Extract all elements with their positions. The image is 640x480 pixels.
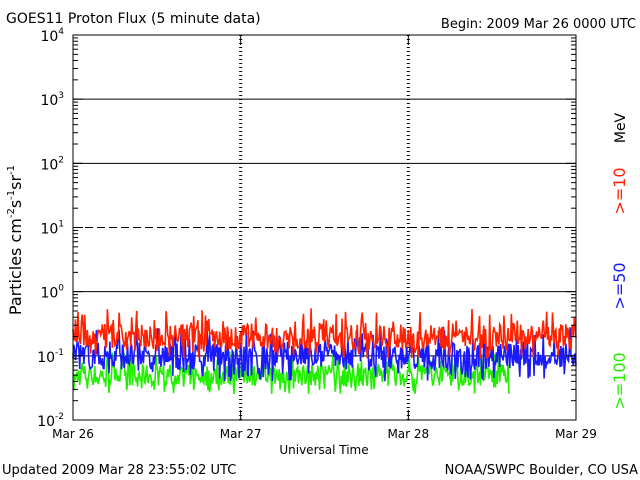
y-tick-label: 104 [40, 27, 64, 45]
y-axis-label: Particles cm-2s-1sr-1 [6, 165, 25, 315]
y-tick-exponent: 2 [58, 155, 64, 165]
y-tick-label: 10-1 [37, 348, 64, 366]
y-tick-label: 103 [40, 91, 64, 109]
updated-time: Updated 2009 Mar 28 23:55:02 UTC [2, 463, 236, 478]
chart-title: GOES11 Proton Flux (5 minute data) [6, 11, 261, 27]
y-tick-label: 10-2 [37, 412, 64, 430]
legend-series-50: >=50 [610, 262, 629, 309]
y-axis-label-part: sr [6, 175, 25, 190]
x-axis-label: Universal Time [279, 443, 368, 457]
x-tick-label: Mar 29 [555, 427, 597, 441]
y-axis-label-part: -1 [6, 190, 17, 200]
y-tick-exponent: 3 [58, 91, 64, 101]
y-tick-label: 100 [40, 284, 64, 302]
y-tick-exponent: 0 [58, 284, 64, 294]
y-tick-base: 10 [40, 93, 58, 109]
series-layer [72, 308, 577, 395]
legend-series-100: >=100 [610, 352, 629, 409]
x-tick-label: Mar 28 [387, 427, 429, 441]
y-tick-exponent: 1 [58, 220, 64, 230]
x-tick-label: Mar 26 [52, 427, 94, 441]
frame-layer [72, 34, 577, 421]
y-tick-exponent: -1 [55, 348, 64, 358]
y-tick-base: 10 [40, 286, 58, 302]
y-tick-base: 10 [40, 29, 58, 45]
series-line [72, 308, 577, 359]
x-tick-label: Mar 27 [220, 427, 262, 441]
legend-series-10: >=10 [610, 167, 629, 214]
y-tick-label: 102 [40, 155, 64, 173]
y-axis-label-part: s [6, 200, 25, 208]
begin-time: Begin: 2009 Mar 26 0000 UTC [441, 17, 636, 32]
legend-unit: MeV [613, 112, 629, 143]
y-axis-label-part: -2 [6, 208, 17, 218]
y-tick-base: 10 [40, 222, 58, 238]
plot-frame [72, 34, 577, 421]
y-tick-base: 10 [37, 414, 55, 430]
credit-label: NOAA/SWPC Boulder, CO USA [445, 463, 638, 478]
y-tick-base: 10 [37, 350, 55, 366]
y-tick-exponent: 4 [58, 27, 64, 37]
y-tick-label: 101 [40, 220, 64, 238]
y-axis-label-part: Particles cm [6, 218, 25, 315]
y-tick-base: 10 [40, 157, 58, 173]
y-tick-exponent: -2 [55, 412, 64, 422]
y-axis-label-part: -1 [6, 165, 17, 175]
